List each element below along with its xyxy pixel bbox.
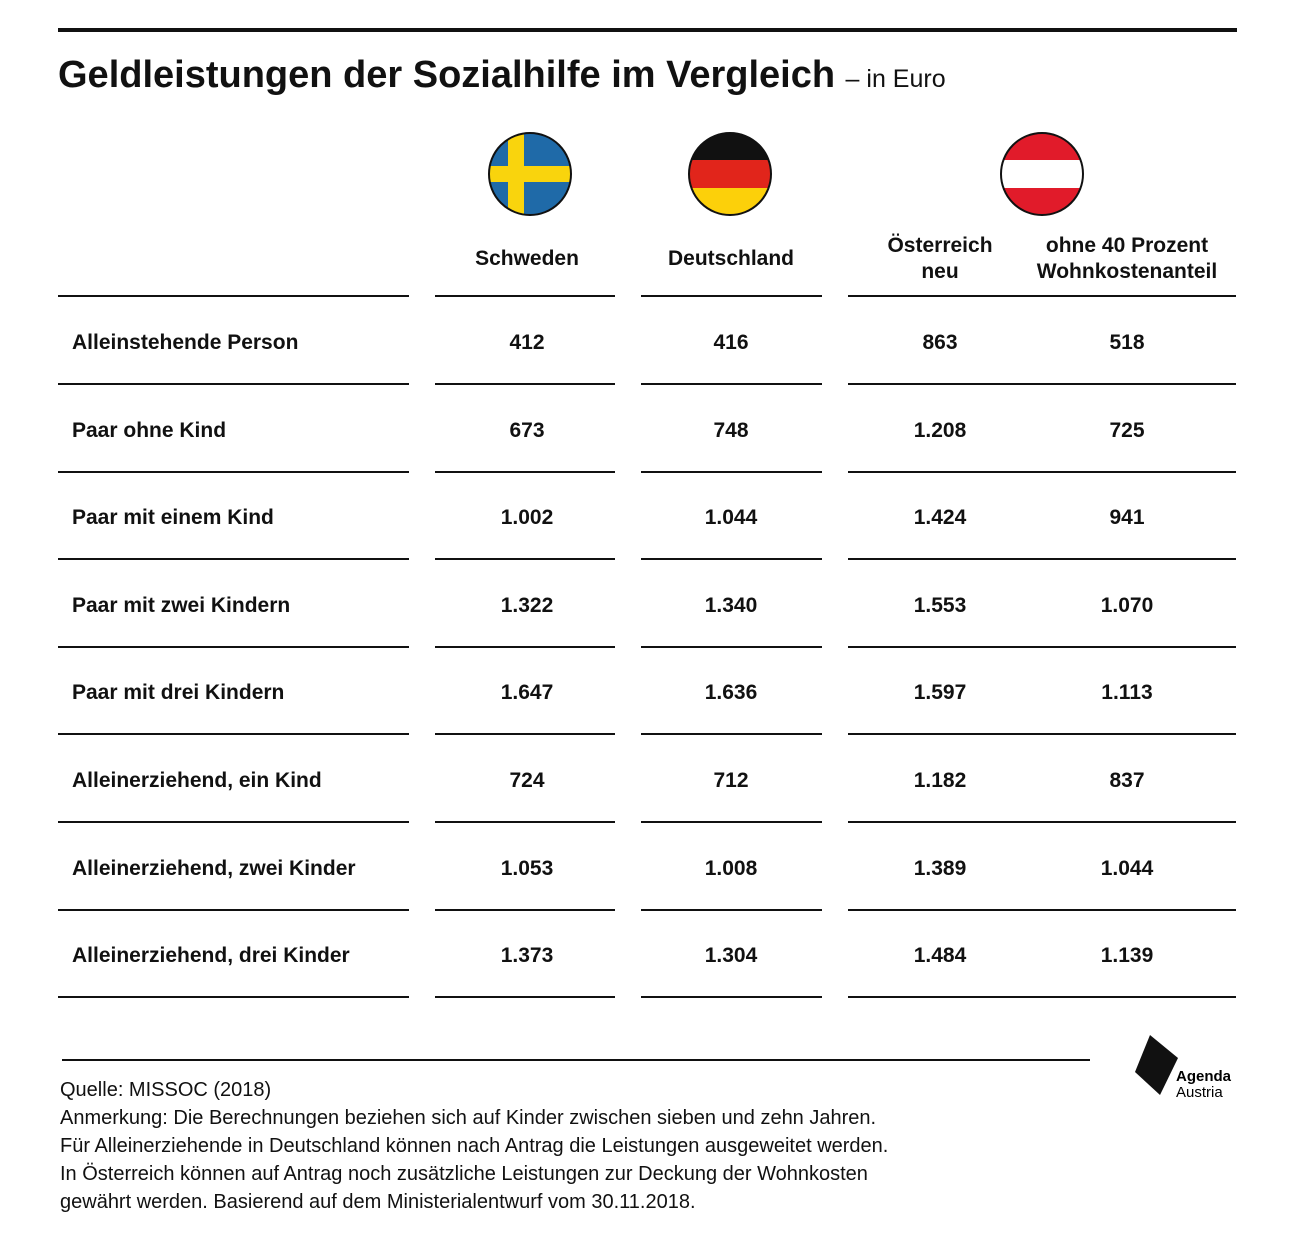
cell-value: 1.484 <box>913 944 967 968</box>
row-rule <box>848 821 1236 823</box>
row-rule <box>848 733 1236 735</box>
column-header: ohne 40 Prozent Wohnkostenanteil <box>1036 234 1218 283</box>
cell-value: 1.389 <box>913 856 967 880</box>
row-rule <box>435 909 615 911</box>
subtitle: – in Euro <box>845 65 946 93</box>
row-rule <box>848 471 1236 473</box>
note-line: Für Alleinerziehende in Deutschland könn… <box>60 1135 889 1157</box>
cell-value: 724 <box>509 769 545 792</box>
footer-rule <box>62 1059 1090 1061</box>
cell-value: 412 <box>509 331 545 354</box>
cell-value: 1.139 <box>1100 944 1154 968</box>
row-rule <box>848 996 1236 998</box>
flags <box>488 132 1084 216</box>
column-header: Schweden <box>475 247 579 270</box>
row-rule <box>848 909 1236 911</box>
cell-value: 1.322 <box>500 593 554 617</box>
note-line: Anmerkung: Die Berechnungen beziehen sic… <box>60 1107 877 1129</box>
cell-value: 1.647 <box>500 681 554 705</box>
row-rule <box>58 295 409 297</box>
note-line: In Österreich können auf Antrag noch zus… <box>60 1163 868 1185</box>
cell-value: 1.636 <box>704 681 758 705</box>
column-header: Deutschland <box>667 247 795 270</box>
row-rule <box>58 558 409 560</box>
cell-value: 725 <box>1109 418 1145 442</box>
title-block: Geldleistungen der Sozialhilfe im Vergle… <box>58 54 946 97</box>
cell-value: 1.597 <box>913 681 967 705</box>
row-rule <box>641 733 822 735</box>
cell-value: 712 <box>713 769 749 792</box>
cell-value: 1.340 <box>704 593 758 617</box>
cell-value: 1.553 <box>913 593 967 617</box>
flag-sweden <box>489 133 571 215</box>
cell-value: 941 <box>1109 506 1145 530</box>
row-rule <box>435 471 615 473</box>
row-rule <box>848 646 1236 648</box>
row-label: Alleinerziehend, drei Kinder <box>72 944 350 968</box>
row-rule <box>848 295 1236 297</box>
row-rule <box>435 383 615 385</box>
row-rule <box>848 383 1236 385</box>
row-rule <box>641 471 822 473</box>
row-rule <box>58 646 409 648</box>
cell-value: 1.008 <box>704 856 758 880</box>
row-label: Paar mit zwei Kindern <box>72 593 291 617</box>
row-rule <box>435 646 615 648</box>
row-label: Alleinstehende Person <box>72 331 299 354</box>
cell-value: 1.424 <box>913 506 967 530</box>
row-rule <box>58 821 409 823</box>
cell-value: 1.070 <box>1100 593 1154 617</box>
row-rule <box>58 733 409 735</box>
cell-value: 1.053 <box>500 856 554 880</box>
cell-value: 1.044 <box>1100 856 1154 880</box>
cell-value: 1.044 <box>704 506 758 530</box>
row-label: Paar mit einem Kind <box>72 506 274 530</box>
row-rule <box>641 558 822 560</box>
cell-value: 863 <box>922 331 958 354</box>
row-rule <box>435 821 615 823</box>
row-rule <box>435 558 615 560</box>
row-rule <box>641 821 822 823</box>
cell-value: 1.208 <box>913 418 967 442</box>
row-rule <box>641 646 822 648</box>
row-rule <box>641 383 822 385</box>
row-rule <box>435 295 615 297</box>
cell-value: 837 <box>1109 769 1145 792</box>
cell-value: 1.182 <box>913 769 967 792</box>
column-header: Österreich neu <box>887 234 993 283</box>
row-label: Alleinerziehend, zwei Kinder <box>72 856 356 880</box>
row-label: Paar ohne Kind <box>72 418 227 442</box>
note-line: gewährt werden. Basierend auf dem Minist… <box>60 1191 696 1213</box>
cell-value: 1.113 <box>1101 681 1153 705</box>
row-rule <box>641 295 822 297</box>
cell-value: 1.304 <box>704 944 758 968</box>
cell-value: 1.002 <box>500 506 554 530</box>
cell-value: 518 <box>1109 331 1145 354</box>
row-rule <box>58 471 409 473</box>
row-rule <box>58 383 409 385</box>
title: Geldleistungen der Sozialhilfe im Vergle… <box>58 54 836 96</box>
row-label: Paar mit drei Kindern <box>72 681 285 705</box>
source: Quelle: MISSOC (2018) <box>60 1079 272 1101</box>
row-rule <box>435 733 615 735</box>
logo-line1: Agenda <box>1176 1068 1232 1085</box>
cell-value: 1.373 <box>500 944 554 968</box>
cell-value: 673 <box>509 418 545 442</box>
cell-value: 748 <box>713 418 749 442</box>
row-label: Alleinerziehend, ein Kind <box>72 769 322 792</box>
row-rule <box>58 909 409 911</box>
row-rule <box>641 909 822 911</box>
row-rule <box>58 996 409 998</box>
row-rule <box>435 996 615 998</box>
row-rule <box>641 996 822 998</box>
cell-value: 416 <box>713 331 749 354</box>
row-rule <box>848 558 1236 560</box>
top-rule <box>58 28 1237 32</box>
logo-line2: Austria <box>1176 1084 1223 1101</box>
logo: Agenda Austria <box>1135 1035 1232 1101</box>
flag-austria <box>1001 133 1083 215</box>
